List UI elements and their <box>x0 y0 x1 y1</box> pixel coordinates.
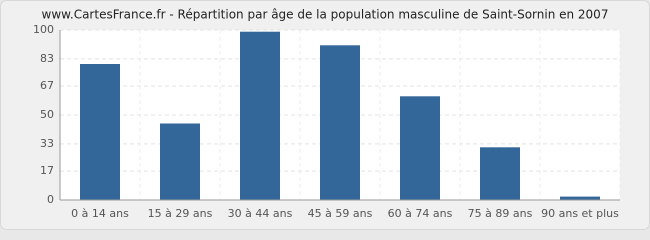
page: www.CartesFrance.fr - Répartition par âg… <box>0 0 650 230</box>
y-tick-label: 50 <box>40 108 54 121</box>
y-tick-label: 0 <box>47 193 54 206</box>
bar <box>80 64 120 200</box>
y-tick-label: 100 <box>33 23 54 36</box>
chart: www.CartesFrance.fr - Répartition par âg… <box>0 0 650 230</box>
bar <box>560 196 600 200</box>
y-tick-label: 17 <box>40 164 54 177</box>
x-tick-label: 45 à 59 ans <box>308 207 373 220</box>
x-tick-label: 0 à 14 ans <box>71 207 129 220</box>
bar <box>160 123 200 200</box>
bar <box>320 45 360 200</box>
x-tick-label: 15 à 29 ans <box>148 207 213 220</box>
bar <box>480 147 520 200</box>
bar <box>240 31 280 201</box>
x-tick-label: 30 à 44 ans <box>228 207 293 220</box>
bar <box>400 96 440 200</box>
y-tick-label: 33 <box>40 137 54 150</box>
chart-title: www.CartesFrance.fr - Répartition par âg… <box>42 8 609 22</box>
y-tick-label: 67 <box>40 79 54 92</box>
x-tick-label: 60 à 74 ans <box>388 207 453 220</box>
x-tick-label: 75 à 89 ans <box>468 207 533 220</box>
x-tick-label: 90 ans et plus <box>541 207 619 220</box>
y-tick-label: 83 <box>40 52 54 65</box>
